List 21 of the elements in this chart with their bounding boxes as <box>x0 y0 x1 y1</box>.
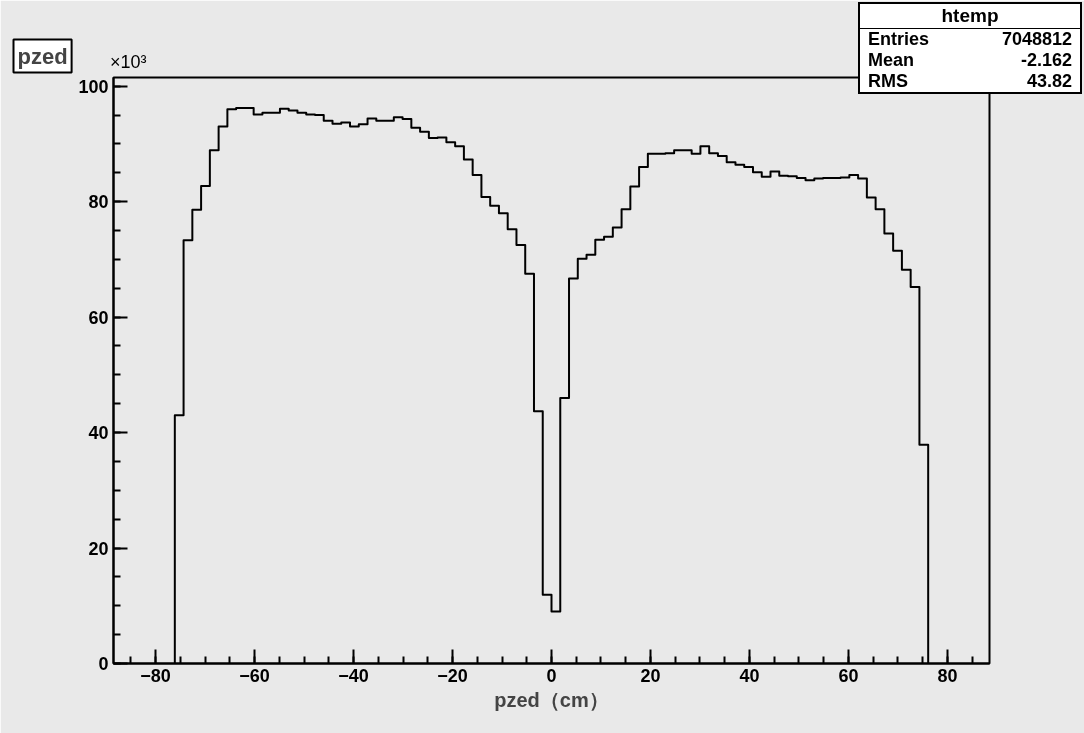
text: Mean -2.162 <box>868 50 1072 70</box>
y-tick-label: 40 <box>88 423 109 444</box>
text: htemp <box>860 4 1080 29</box>
y-tick-label: 20 <box>88 538 109 559</box>
y-tick-label: 100 <box>78 76 109 97</box>
x-tick-label: 60 <box>838 665 859 686</box>
y-tick-label: 80 <box>88 192 109 213</box>
x-tick-label: −40 <box>338 665 369 686</box>
x-tick-label: 0 <box>546 665 557 686</box>
y-tick-label: 60 <box>88 307 109 328</box>
chart-title: pzed <box>17 43 68 69</box>
x-tick-label: 80 <box>937 665 958 686</box>
x-tick-label: −60 <box>239 665 270 686</box>
text: RMS 43.82 <box>868 71 1072 91</box>
text: ×10³ <box>110 52 147 73</box>
x-axis-title: pzed（cm） <box>494 688 609 711</box>
text: Entries 7048812 <box>868 29 1072 49</box>
x-tick-label: 40 <box>739 665 760 686</box>
x-tick-label: 20 <box>640 665 661 686</box>
x-tick-label: −80 <box>140 665 171 686</box>
x-tick-label: −20 <box>437 665 468 686</box>
